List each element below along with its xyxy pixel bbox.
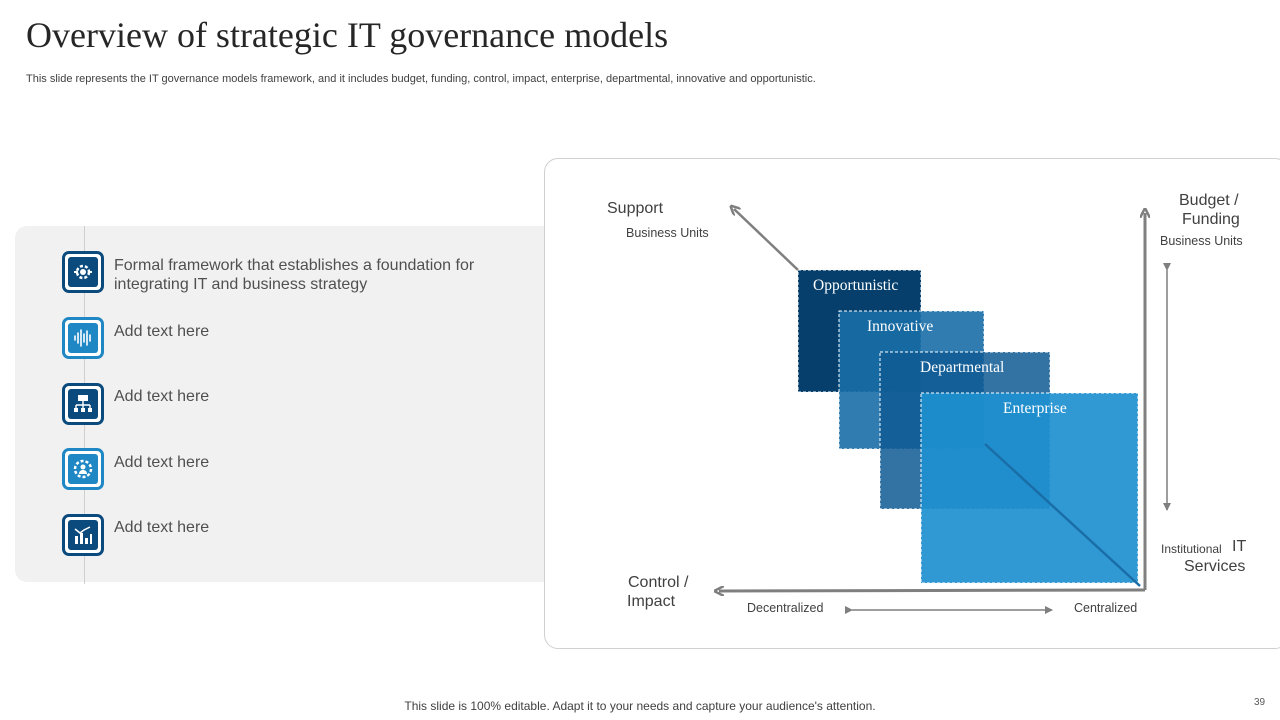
network-flow-icon [62,383,104,425]
page-title: Overview of strategic IT governance mode… [26,15,669,55]
gear-arrows-icon [62,251,104,293]
diagonal-line [984,443,1141,587]
innovative-label: Innovative [867,318,934,335]
support-arrow [734,209,799,271]
item-1-text: Formal framework that establishes a foun… [114,257,475,293]
item-3-text: Add text here [114,388,210,405]
services-label: Services [1184,558,1246,575]
audio-wave-icon [62,317,104,359]
centralized-label: Centralized [1074,601,1138,615]
impact-label: Impact [627,593,676,610]
page-number: 39 [1254,697,1266,708]
item-4-text: Add text here [114,454,210,471]
institutional-it-label: IT [1232,538,1247,555]
bar-chart-icon [62,514,104,556]
control-label: Control / [628,574,689,591]
opportunistic-label: Opportunistic [813,277,899,294]
horizontal-axis [719,590,1146,591]
institutional-label: Institutional [1161,542,1222,556]
support-label: Support [607,200,664,217]
budget-business-units: Business Units [1160,234,1243,248]
departmental-label: Departmental [920,359,1005,376]
item-2-text: Add text here [114,323,210,340]
footer-note: This slide is 100% editable. Adapt it to… [404,699,876,713]
decentralized-label: Decentralized [747,601,824,615]
item-5-text: Add text here [114,519,210,536]
budget-label: Budget / [1179,192,1239,209]
enterprise-label: Enterprise [1003,400,1067,417]
funding-label: Funding [1182,211,1240,228]
page-subtitle: This slide represents the IT governance … [26,73,816,85]
features-panel [15,226,555,582]
support-business-units: Business Units [626,226,709,240]
gear-person-icon [62,448,104,490]
